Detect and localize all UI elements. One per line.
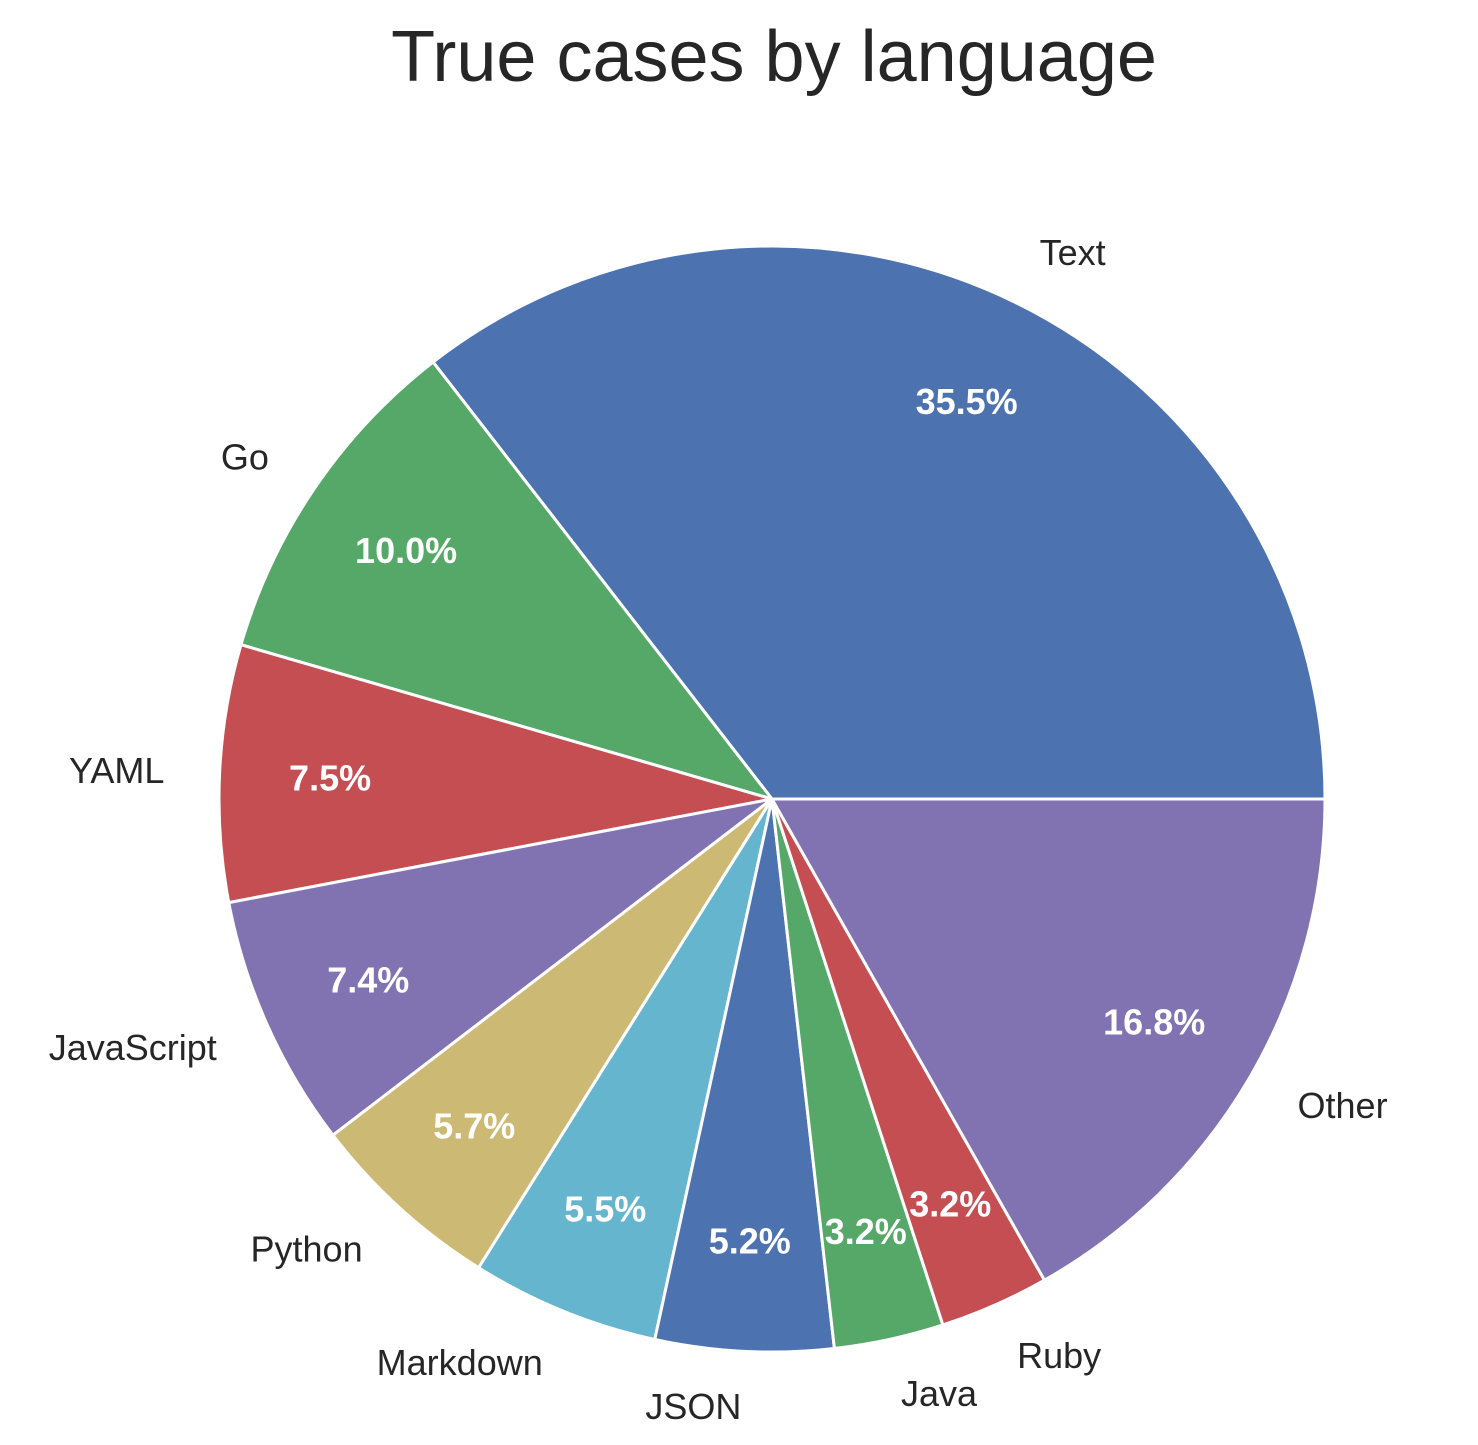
slice-label-go: Go: [221, 437, 269, 478]
slice-label-text: Text: [1040, 232, 1106, 273]
pie-slice-javascript: [227, 797, 774, 1137]
pie-wedges: [217, 244, 1327, 1354]
slice-label-yaml: YAML: [69, 750, 164, 791]
percent-label-markdown: 5.5%: [564, 1188, 646, 1229]
chart-title: True cases by language: [391, 17, 1157, 97]
pie-slice-python: [331, 797, 774, 1270]
percent-label-java: 3.2%: [825, 1211, 907, 1252]
slice-label-json: JSON: [645, 1386, 741, 1427]
slice-label-python: Python: [251, 1228, 363, 1269]
percent-label-yaml: 7.5%: [289, 758, 371, 799]
pie-slice-json: [653, 797, 836, 1354]
slice-labels: Text Go YAML JavaScript Python Markdown JSON Ja…: [49, 232, 1388, 1427]
pie-slice-text: [431, 244, 1327, 801]
pie-slice-yaml: [217, 643, 774, 905]
percent-label-json: 5.2%: [709, 1220, 791, 1261]
percent-label-go: 10.0%: [355, 530, 457, 571]
percent-label-python: 5.7%: [433, 1106, 515, 1147]
percent-label-text: 35.5%: [916, 381, 1018, 422]
percent-label-ruby: 3.2%: [909, 1183, 991, 1224]
pie-slice-go: [239, 360, 774, 801]
slice-label-javascript: JavaScript: [49, 1027, 217, 1068]
percent-label-other: 16.8%: [1103, 1001, 1205, 1042]
percent-label-javascript: 7.4%: [327, 959, 409, 1000]
slice-label-ruby: Ruby: [1017, 1335, 1101, 1376]
pie-slice-other: [770, 797, 1327, 1282]
slice-label-java: Java: [901, 1373, 978, 1414]
slice-label-markdown: Markdown: [377, 1342, 543, 1383]
pie-slice-markdown: [477, 797, 774, 1341]
percent-labels: 35.5% 10.0% 7.5% 7.4% 5.7% 5.5% 5.2% 3.2%3.2% 16…: [289, 381, 1205, 1261]
slice-label-other: Other: [1298, 1085, 1388, 1126]
